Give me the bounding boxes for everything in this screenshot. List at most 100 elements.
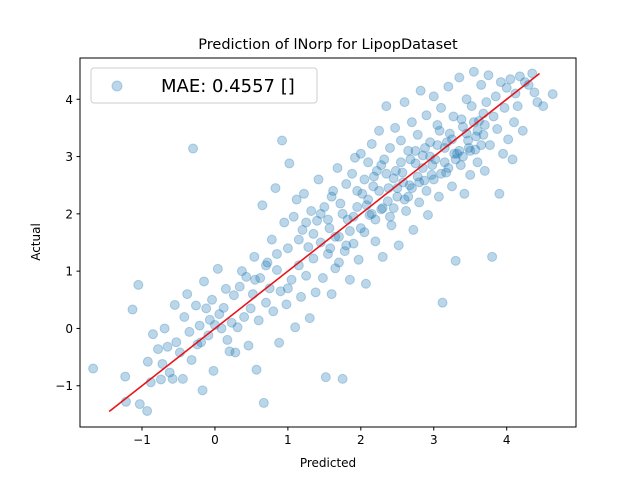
data-point — [297, 224, 308, 235]
data-point — [468, 66, 479, 77]
data-point — [282, 243, 293, 254]
data-point — [341, 179, 352, 190]
data-point — [414, 177, 425, 188]
data-point — [293, 234, 304, 245]
data-point — [266, 234, 277, 245]
legend-marker-icon — [111, 80, 123, 92]
data-point — [390, 122, 401, 133]
chart-title: Prediction of lNorp for LipopDataset — [198, 37, 458, 53]
data-point — [357, 188, 368, 199]
data-point — [270, 183, 281, 194]
data-point — [359, 227, 370, 238]
data-point — [169, 299, 180, 310]
data-point — [399, 97, 410, 108]
data-point — [465, 145, 476, 156]
y-axis-label: Actual — [29, 223, 43, 261]
data-point — [376, 160, 387, 171]
data-point — [328, 185, 339, 196]
data-point — [366, 208, 377, 219]
data-point — [341, 240, 352, 251]
data-point — [529, 87, 540, 98]
data-point — [388, 203, 399, 214]
data-point — [162, 341, 173, 352]
data-point — [88, 363, 99, 374]
data-point — [282, 283, 293, 294]
data-point — [488, 111, 499, 122]
data-point — [308, 253, 319, 264]
data-point — [261, 297, 271, 308]
data-point — [366, 138, 377, 149]
data-point — [288, 211, 299, 222]
data-point — [245, 303, 256, 314]
data-point — [275, 286, 286, 297]
data-point — [261, 260, 271, 271]
data-point — [220, 283, 231, 294]
data-point — [499, 102, 510, 113]
data-point — [459, 188, 470, 199]
data-point — [258, 397, 269, 408]
data-point — [450, 154, 461, 165]
data-point — [218, 302, 229, 313]
data-point — [494, 188, 505, 199]
data-point — [239, 311, 250, 322]
data-point — [352, 185, 363, 196]
data-point — [325, 243, 336, 254]
x-axis-label: Predicted — [300, 456, 356, 470]
x-tick-label: 2 — [357, 433, 365, 447]
data-point — [197, 385, 208, 396]
data-point — [385, 142, 395, 153]
data-point — [471, 131, 482, 142]
data-point — [364, 210, 375, 220]
data-point — [432, 140, 443, 151]
data-point — [155, 374, 166, 385]
data-point — [296, 291, 307, 302]
data-point — [441, 167, 452, 178]
data-point — [368, 181, 379, 192]
data-point — [476, 140, 487, 151]
data-point — [344, 274, 355, 285]
data-point — [157, 358, 168, 369]
data-point — [406, 183, 417, 194]
data-point — [478, 129, 489, 140]
data-point — [253, 315, 264, 326]
data-point — [164, 367, 175, 378]
data-point — [386, 220, 397, 231]
data-point — [381, 168, 392, 179]
data-point — [420, 142, 431, 153]
data-point — [447, 181, 457, 192]
y-tick-label: 3 — [65, 150, 73, 164]
data-point — [426, 169, 437, 180]
data-point — [355, 223, 366, 234]
data-point — [406, 117, 417, 128]
data-point — [339, 246, 350, 257]
data-point — [527, 68, 538, 79]
data-point — [291, 194, 302, 205]
data-point — [182, 289, 193, 300]
data-point — [514, 71, 525, 82]
legend-box — [90, 67, 318, 104]
data-point — [298, 188, 309, 199]
data-point — [368, 171, 379, 182]
data-point — [255, 273, 266, 284]
data-point — [323, 214, 333, 225]
data-point — [310, 287, 321, 298]
data-point — [204, 314, 215, 325]
data-point — [194, 320, 205, 331]
data-point — [376, 204, 387, 215]
data-point — [454, 145, 465, 156]
data-point — [401, 205, 412, 216]
data-point — [186, 354, 197, 365]
data-point — [377, 203, 388, 214]
data-point — [370, 236, 381, 247]
data-point — [397, 167, 408, 178]
data-point — [403, 145, 414, 156]
data-point — [505, 74, 516, 85]
data-point — [332, 163, 343, 174]
data-point — [412, 171, 423, 182]
data-point — [230, 347, 241, 358]
data-point — [142, 356, 153, 367]
data-point — [490, 91, 501, 102]
data-point — [249, 251, 260, 262]
data-point — [377, 251, 388, 262]
